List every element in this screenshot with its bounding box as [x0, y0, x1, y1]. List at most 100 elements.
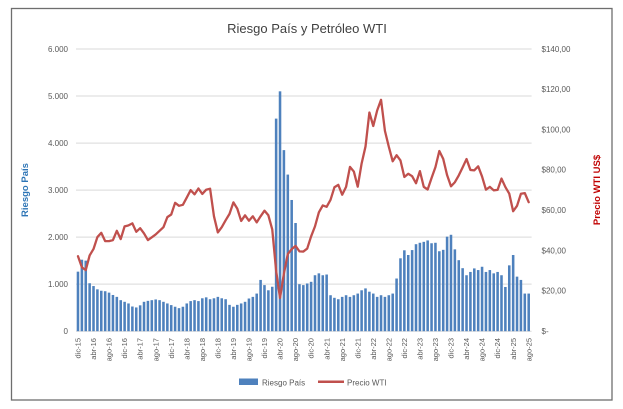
bar — [391, 293, 394, 332]
bar — [166, 303, 169, 332]
x-axis-tick-label: abr-22 — [369, 338, 378, 360]
bar — [325, 274, 328, 332]
bar — [162, 301, 165, 332]
bar — [189, 301, 192, 332]
right-axis-tick-label: $140,00 — [542, 45, 571, 54]
bar — [395, 278, 398, 332]
bar — [278, 91, 282, 332]
bar — [445, 236, 449, 332]
bar — [92, 286, 95, 332]
right-axis-tick-label: $80,00 — [542, 166, 567, 175]
bar — [387, 295, 391, 332]
bar — [142, 301, 146, 332]
x-axis-tick-label: ago-19 — [245, 338, 254, 361]
left-axis-tick-label: 4.000 — [48, 139, 69, 148]
bar — [500, 275, 503, 332]
bar — [243, 301, 247, 332]
bar — [84, 260, 88, 332]
bar — [426, 240, 429, 332]
bar — [410, 250, 414, 332]
bar — [356, 293, 360, 332]
x-axis-tick-label: abr-25 — [509, 338, 518, 360]
bar — [375, 296, 379, 332]
bar — [523, 293, 527, 332]
bar — [76, 271, 80, 332]
bar — [220, 298, 224, 332]
bar — [317, 273, 321, 332]
bar — [123, 301, 126, 332]
x-axis-tick-label: dic-17 — [167, 338, 176, 358]
bar — [298, 284, 301, 332]
bar — [340, 296, 344, 332]
left-axis-tick-label: 2.000 — [48, 233, 69, 242]
left-axis-tick-label: 3.000 — [48, 186, 69, 195]
bar — [321, 275, 325, 332]
left-axis-title: Riesgo País — [20, 163, 31, 217]
bar — [461, 268, 464, 332]
x-axis-tick-label: dic-23 — [447, 338, 456, 358]
bar — [438, 251, 441, 332]
bar — [259, 279, 262, 332]
bar — [282, 150, 286, 332]
bar — [185, 303, 189, 332]
x-axis-tick-label: abr-17 — [136, 338, 145, 360]
x-axis-tick-label: abr-18 — [182, 338, 191, 360]
x-axis-tick-label: dic-22 — [400, 338, 409, 358]
left-axis-tick-label: 1.000 — [48, 280, 69, 289]
x-axis-tick-label: dic-20 — [307, 338, 316, 358]
bar — [150, 300, 154, 332]
bar — [348, 296, 352, 332]
bar — [111, 294, 115, 332]
right-axis-tick-label: $20,00 — [542, 287, 567, 296]
bar — [96, 289, 99, 332]
bar — [224, 299, 227, 332]
bar — [107, 292, 111, 332]
bar — [212, 298, 216, 332]
bar — [469, 271, 472, 332]
bar — [267, 290, 270, 332]
right-axis-tick-label: $100,00 — [542, 125, 571, 134]
chart-title: Riesgo País y Petróleo WTI — [227, 21, 387, 36]
bar — [344, 295, 348, 332]
x-axis-tick-label: ago-16 — [105, 338, 114, 361]
bar — [302, 285, 305, 332]
x-axis-tick-label: abr-16 — [89, 338, 98, 360]
bar — [127, 303, 130, 332]
bar — [251, 296, 255, 332]
bar — [131, 306, 134, 332]
x-axis-tick-label: dic-24 — [493, 338, 502, 358]
bar — [193, 300, 196, 332]
x-axis-tick-label: abr-24 — [462, 338, 471, 360]
bar — [379, 295, 383, 332]
bar — [309, 281, 313, 332]
x-axis-tick-label: dic-15 — [74, 338, 83, 358]
x-axis-tick-label: ago-22 — [384, 338, 393, 361]
bar — [418, 242, 422, 332]
x-axis-tick-label: dic-18 — [213, 338, 222, 358]
legend-precio-wti-label: Precio WTI — [347, 379, 387, 388]
bar — [119, 300, 122, 332]
x-axis-tick-label: abr-19 — [229, 338, 238, 360]
left-axis-tick-label: 6.000 — [48, 45, 69, 54]
bar — [465, 275, 468, 332]
bar — [511, 255, 515, 332]
bar — [181, 306, 185, 332]
right-axis-tick-label: $40,00 — [542, 246, 567, 255]
legend-riesgo-pais-label: Riesgo País — [262, 379, 305, 388]
x-axis-tick-label: ago-20 — [291, 338, 300, 361]
bar — [484, 271, 488, 332]
x-axis-tick-labels: dic-15 abr-16 ago-16 dic-16 abr-17 ago-17 dic-… — [74, 338, 534, 361]
bar — [337, 299, 340, 332]
bar — [197, 301, 200, 332]
bar — [441, 249, 445, 332]
bar — [313, 275, 317, 332]
bar — [232, 306, 235, 332]
bar — [372, 293, 375, 332]
x-axis-tick-label: ago-18 — [198, 338, 207, 361]
right-axis-title: Precio WTI US$ — [592, 154, 603, 225]
bar — [383, 296, 387, 332]
bar — [333, 297, 336, 332]
bar — [154, 299, 157, 332]
